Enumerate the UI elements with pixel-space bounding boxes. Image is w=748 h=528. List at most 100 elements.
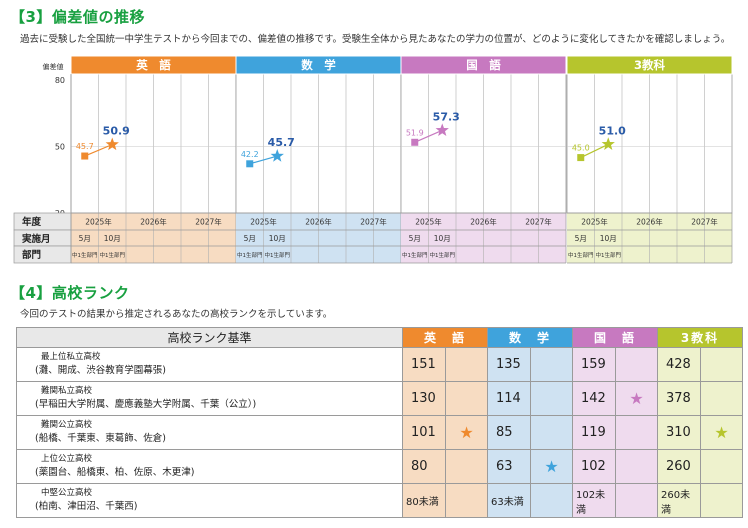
current-rank-star-icon: ★ — [530, 449, 573, 484]
rank-star-cell — [615, 483, 658, 518]
rank-value-japanese: 102未満 — [572, 483, 616, 518]
series-line-0 — [84, 143, 113, 157]
rank-star-cell — [615, 415, 658, 450]
rank-row: 上位公立高校 (薬園台、船橋東、柏、佐原、木更津) 80 63 ★ 102 260 — [16, 449, 743, 484]
month-label: 5月 — [409, 234, 421, 243]
point-square-0 — [81, 152, 89, 160]
series-name-3: 3教科 — [634, 58, 666, 72]
section4-description: 今回のテストの結果から推定されるあなたの高校ランクを示しています。 — [20, 309, 333, 320]
rank-value-japanese: 159 — [572, 347, 616, 382]
rank-level-examples: (船橋、千葉東、東葛飾、佐倉) — [35, 432, 166, 444]
series-name-1: 数 学 — [301, 58, 336, 72]
rank-header-math: 数 学 — [487, 327, 573, 348]
rank-level-cell: 中堅公立高校 (柏南、津田沼、千葉西) — [16, 483, 403, 518]
rank-value-english: 101 — [402, 415, 446, 450]
rank-level-examples: (灘、開成、渋谷教育学園幕張) — [35, 364, 166, 376]
rank-value-3subjects: 310 — [657, 415, 701, 450]
rank-star-cell — [445, 483, 488, 518]
year-label: 2026年 — [470, 217, 497, 227]
data-label-latest-3: 51.0 — [599, 124, 626, 137]
rank-level-name: 中堅公立高校 — [41, 487, 93, 498]
year-label: 2027年 — [360, 217, 387, 227]
division-label: 中1生部門 — [72, 251, 98, 259]
rank-level-cell: 難関私立高校 (早稲田大学附属、慶應義塾大学附属、千葉（公立）) — [16, 381, 403, 416]
y-axis-label: 偏差値 — [43, 62, 64, 71]
data-label-latest-2: 57.3 — [433, 110, 460, 123]
division-label: 中1生部門 — [237, 251, 263, 259]
data-label-latest-0: 50.9 — [103, 125, 130, 138]
rank-value-japanese: 142 — [572, 381, 616, 416]
rank-star-cell — [700, 381, 743, 416]
point-square-3 — [577, 154, 585, 162]
point-star-0 — [105, 137, 119, 151]
rank-star-cell — [445, 449, 488, 484]
division-label: 中1生部門 — [568, 251, 594, 259]
y-tick-label-50: 50 — [55, 143, 65, 152]
data-label-prev-2: 51.9 — [406, 128, 424, 137]
section3-title: 【3】偏差値の推移 — [10, 8, 145, 26]
series-line-3 — [580, 143, 609, 159]
month-label: 10月 — [600, 234, 617, 243]
rank-value-3subjects: 260 — [657, 449, 701, 484]
deviation-trend-chart: 偏差値805020英 語2025年2026年2027年5月中1生部門10月中1生… — [13, 55, 733, 264]
rank-level-name: 難関公立高校 — [41, 419, 93, 430]
rank-level-cell: 最上位私立高校 (灘、開成、渋谷教育学園幕張) — [16, 347, 403, 382]
rank-star-cell — [700, 347, 743, 382]
rank-row: 難関公立高校 (船橋、千葉東、東葛飾、佐倉) 101 ★ 85 119 310 ★ — [16, 415, 743, 450]
series-line-2 — [414, 129, 443, 143]
rank-star-cell — [445, 347, 488, 382]
rank-value-math: 85 — [487, 415, 531, 450]
rank-star-cell — [700, 449, 743, 484]
series-name-0: 英 語 — [135, 58, 171, 72]
data-label-prev-3: 45.0 — [572, 144, 590, 153]
panel-header-3 — [566, 55, 733, 75]
rank-value-math: 63 — [487, 449, 531, 484]
rank-value-math: 63未満 — [487, 483, 531, 518]
rank-row: 難関私立高校 (早稲田大学附属、慶應義塾大学附属、千葉（公立）) 130 114 142… — [16, 381, 743, 416]
year-label: 2027年 — [525, 217, 552, 227]
rank-star-cell — [530, 381, 573, 416]
current-rank-star-icon: ★ — [615, 381, 658, 416]
current-rank-star-icon: ★ — [700, 415, 743, 450]
rank-star-cell — [530, 415, 573, 450]
rank-value-3subjects: 378 — [657, 381, 701, 416]
y-tick-label-80: 80 — [55, 76, 65, 85]
rank-value-english: 80 — [402, 449, 446, 484]
year-label: 2026年 — [305, 217, 332, 227]
rank-level-examples: (早稲田大学附属、慶應義塾大学附属、千葉（公立）) — [35, 398, 257, 410]
panel-header-2 — [400, 55, 567, 75]
rank-star-cell — [530, 483, 573, 518]
rank-level-cell: 難関公立高校 (船橋、千葉東、東葛飾、佐倉) — [16, 415, 403, 450]
division-label: 中1生部門 — [596, 251, 622, 259]
rank-value-math: 135 — [487, 347, 531, 382]
division-label: 中1生部門 — [402, 251, 428, 259]
month-label: 5月 — [79, 234, 91, 243]
series-name-2: 国 語 — [466, 58, 501, 72]
year-label: 2027年 — [195, 217, 222, 227]
rank-star-cell — [700, 483, 743, 518]
point-square-1 — [246, 160, 254, 168]
rank-header-english: 英 語 — [402, 327, 488, 348]
month-label: 10月 — [269, 234, 286, 243]
point-star-1 — [270, 149, 284, 162]
rank-level-name: 上位公立高校 — [41, 453, 93, 464]
data-label-latest-1: 45.7 — [268, 136, 295, 149]
month-label: 5月 — [244, 234, 256, 243]
point-star-3 — [601, 137, 615, 150]
rank-value-english: 151 — [402, 347, 446, 382]
year-label: 2027年 — [691, 217, 718, 227]
rank-header-3subjects: 3教科 — [657, 327, 743, 348]
rank-level-name: 難関私立高校 — [41, 385, 93, 396]
rank-level-examples: (薬園台、船橋東、柏、佐原、木更津) — [35, 466, 195, 478]
year-label: 2026年 — [636, 217, 663, 227]
division-label: 中1生部門 — [265, 251, 291, 259]
data-label-prev-1: 42.2 — [241, 150, 259, 159]
section4-title: 【4】高校ランク — [10, 284, 130, 302]
rank-table-header-row: 高校ランク基準 英 語 数 学 国 語 3教科 — [16, 327, 743, 348]
rank-value-english: 130 — [402, 381, 446, 416]
division-label: 中1生部門 — [430, 251, 456, 259]
rank-value-3subjects: 428 — [657, 347, 701, 382]
row-label-year: 年度 — [22, 216, 42, 228]
division-label: 中1生部門 — [100, 251, 126, 259]
rank-criteria-header: 高校ランク基準 — [16, 327, 403, 348]
